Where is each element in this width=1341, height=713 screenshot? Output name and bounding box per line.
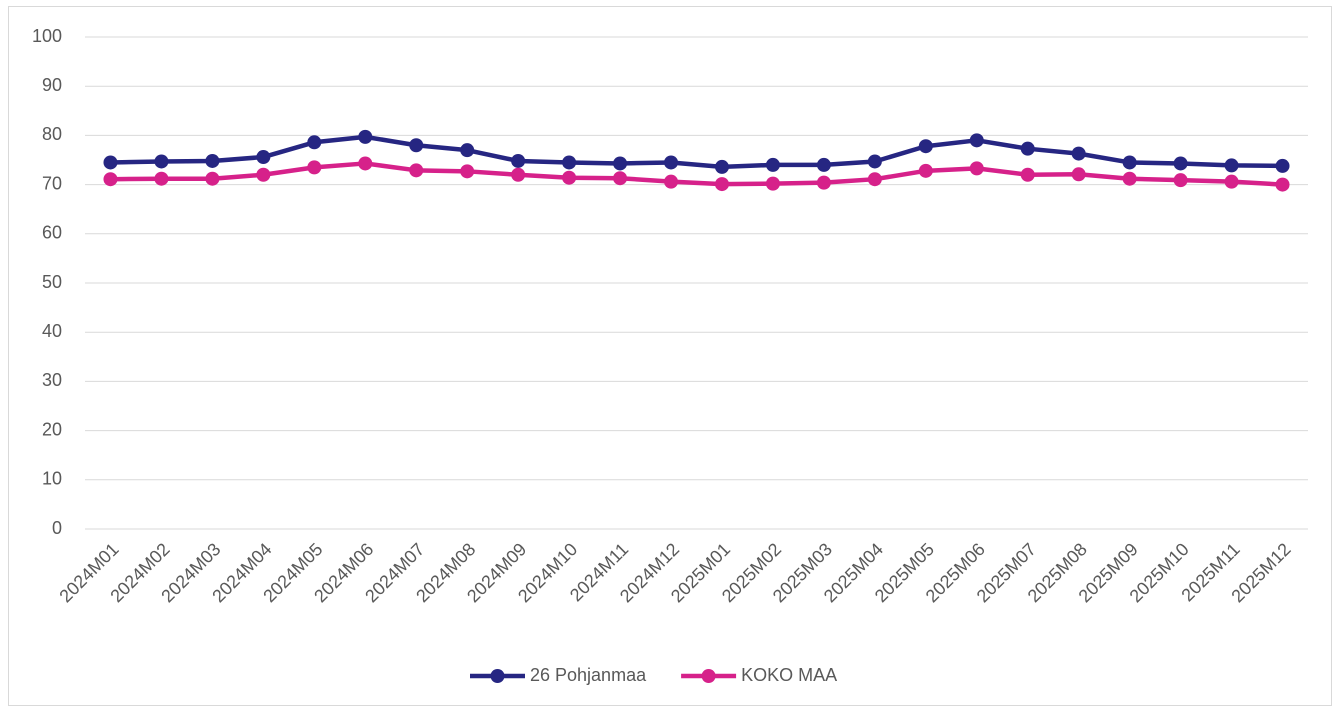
point [765, 157, 780, 172]
point [562, 155, 577, 170]
point [1224, 174, 1239, 189]
point [918, 163, 933, 178]
point [867, 172, 882, 187]
point [307, 135, 322, 150]
chart-border [8, 6, 1332, 706]
point [256, 167, 271, 182]
point [714, 177, 729, 192]
legend-marker [490, 669, 505, 683]
series-line [110, 134, 1283, 170]
legend-label: KOKO MAA [741, 665, 837, 685]
point [969, 133, 984, 148]
point [409, 163, 424, 178]
point [409, 138, 424, 153]
point [562, 170, 577, 185]
y-tick-label: 20 [42, 419, 62, 439]
point [511, 167, 526, 182]
legend-marker [701, 669, 716, 683]
point [816, 175, 831, 190]
point [1173, 156, 1188, 171]
point [918, 139, 933, 154]
y-tick-label: 30 [42, 370, 62, 390]
point [256, 150, 271, 165]
point [1122, 155, 1137, 170]
point [154, 171, 169, 186]
point [1275, 158, 1290, 173]
legend-item: KOKO MAA [681, 665, 837, 685]
y-tick-label: 60 [42, 223, 62, 243]
point [1071, 167, 1086, 182]
point [816, 157, 831, 172]
point [1224, 158, 1239, 173]
point [358, 129, 373, 144]
point [103, 172, 118, 187]
y-tick-label: 90 [42, 75, 62, 95]
point [867, 154, 882, 169]
point [1020, 141, 1035, 156]
point [613, 171, 628, 186]
point [969, 161, 984, 176]
point [103, 155, 118, 170]
y-tick-label: 100 [32, 26, 62, 46]
point [358, 156, 373, 171]
y-tick-label: 10 [42, 469, 62, 489]
point [154, 154, 169, 169]
point [664, 155, 679, 170]
series-line [110, 161, 1283, 187]
point [205, 153, 220, 168]
y-tick-label: 80 [42, 124, 62, 144]
point [714, 159, 729, 174]
point [613, 156, 628, 171]
legend-label: 26 Pohjanmaa [530, 665, 647, 685]
point [307, 160, 322, 175]
point [1275, 177, 1290, 192]
point [460, 143, 475, 158]
point [205, 171, 220, 186]
point [765, 176, 780, 191]
point [460, 164, 475, 179]
y-tick-label: 70 [42, 173, 62, 193]
legend-item: 26 Pohjanmaa [470, 665, 647, 685]
point [1173, 173, 1188, 188]
point [1020, 167, 1035, 182]
y-tick-label: 50 [42, 272, 62, 292]
point [511, 153, 526, 168]
point [1122, 171, 1137, 186]
y-tick-label: 0 [52, 518, 62, 538]
point [664, 174, 679, 189]
point [1071, 146, 1086, 161]
y-tick-label: 40 [42, 321, 62, 341]
